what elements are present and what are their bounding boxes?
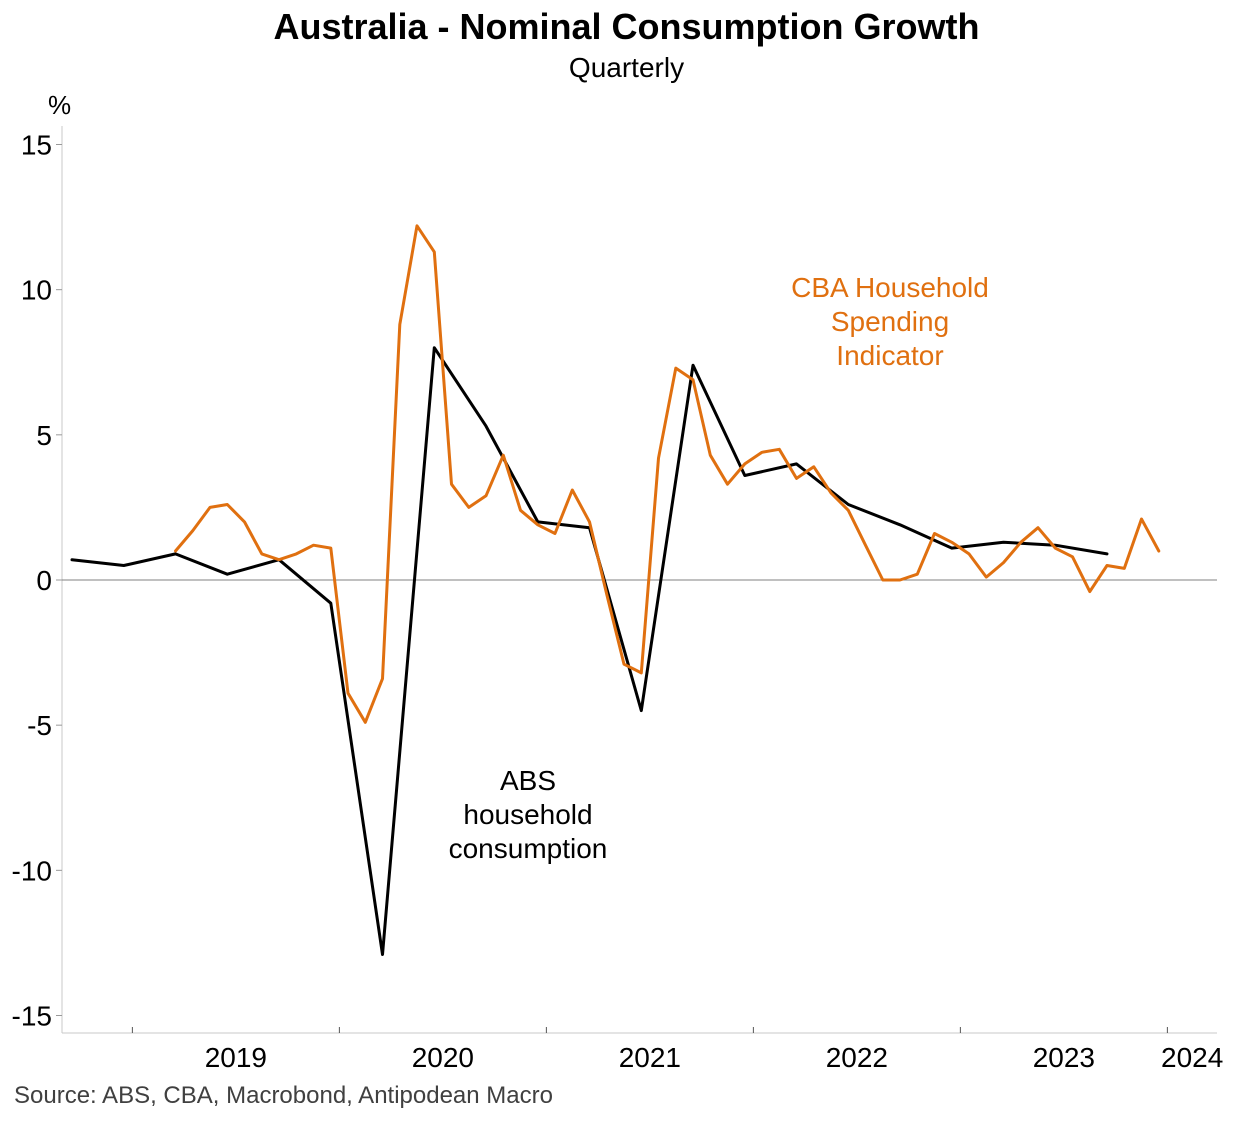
abs-series-label: ABS	[500, 765, 556, 796]
chart-subtitle: Quarterly	[568, 52, 685, 83]
x-tick-label: 2023	[1033, 1042, 1095, 1073]
x-tick-label: 2019	[205, 1042, 267, 1073]
cba-series-label: Spending	[831, 306, 949, 337]
x-tick-label: 2022	[826, 1042, 888, 1073]
cba-series-label: Indicator	[836, 340, 943, 371]
y-tick-label: -15	[12, 1001, 52, 1032]
axes-layer: 15 10 5 0 -5 -10 -15 2019 2020 2021 2022 2023 2024	[12, 126, 1223, 1073]
series-layer	[70, 224, 1161, 956]
y-tick-label: 0	[36, 565, 52, 596]
x-tick-label: 2020	[412, 1042, 474, 1073]
x-tick-label: 2024	[1161, 1042, 1223, 1073]
abs-series-label: consumption	[449, 833, 608, 864]
cba-series-label: CBA Household	[791, 272, 989, 303]
y-tick-label: 15	[21, 130, 52, 161]
y-tick-label: 10	[21, 275, 52, 306]
y-tick-label: 5	[36, 420, 52, 451]
cba-spending-line	[174, 224, 1161, 724]
y-tick-label: -10	[12, 855, 52, 886]
y-tick-label: -5	[27, 710, 52, 741]
y-axis-unit-label: %	[48, 90, 72, 120]
abs-series-label: household	[463, 799, 592, 830]
source-note: Source: ABS, CBA, Macrobond, Antipodean …	[14, 1082, 553, 1109]
x-tick-label: 2021	[619, 1042, 681, 1073]
chart-title: Australia - Nominal Consumption Growth	[273, 6, 980, 47]
